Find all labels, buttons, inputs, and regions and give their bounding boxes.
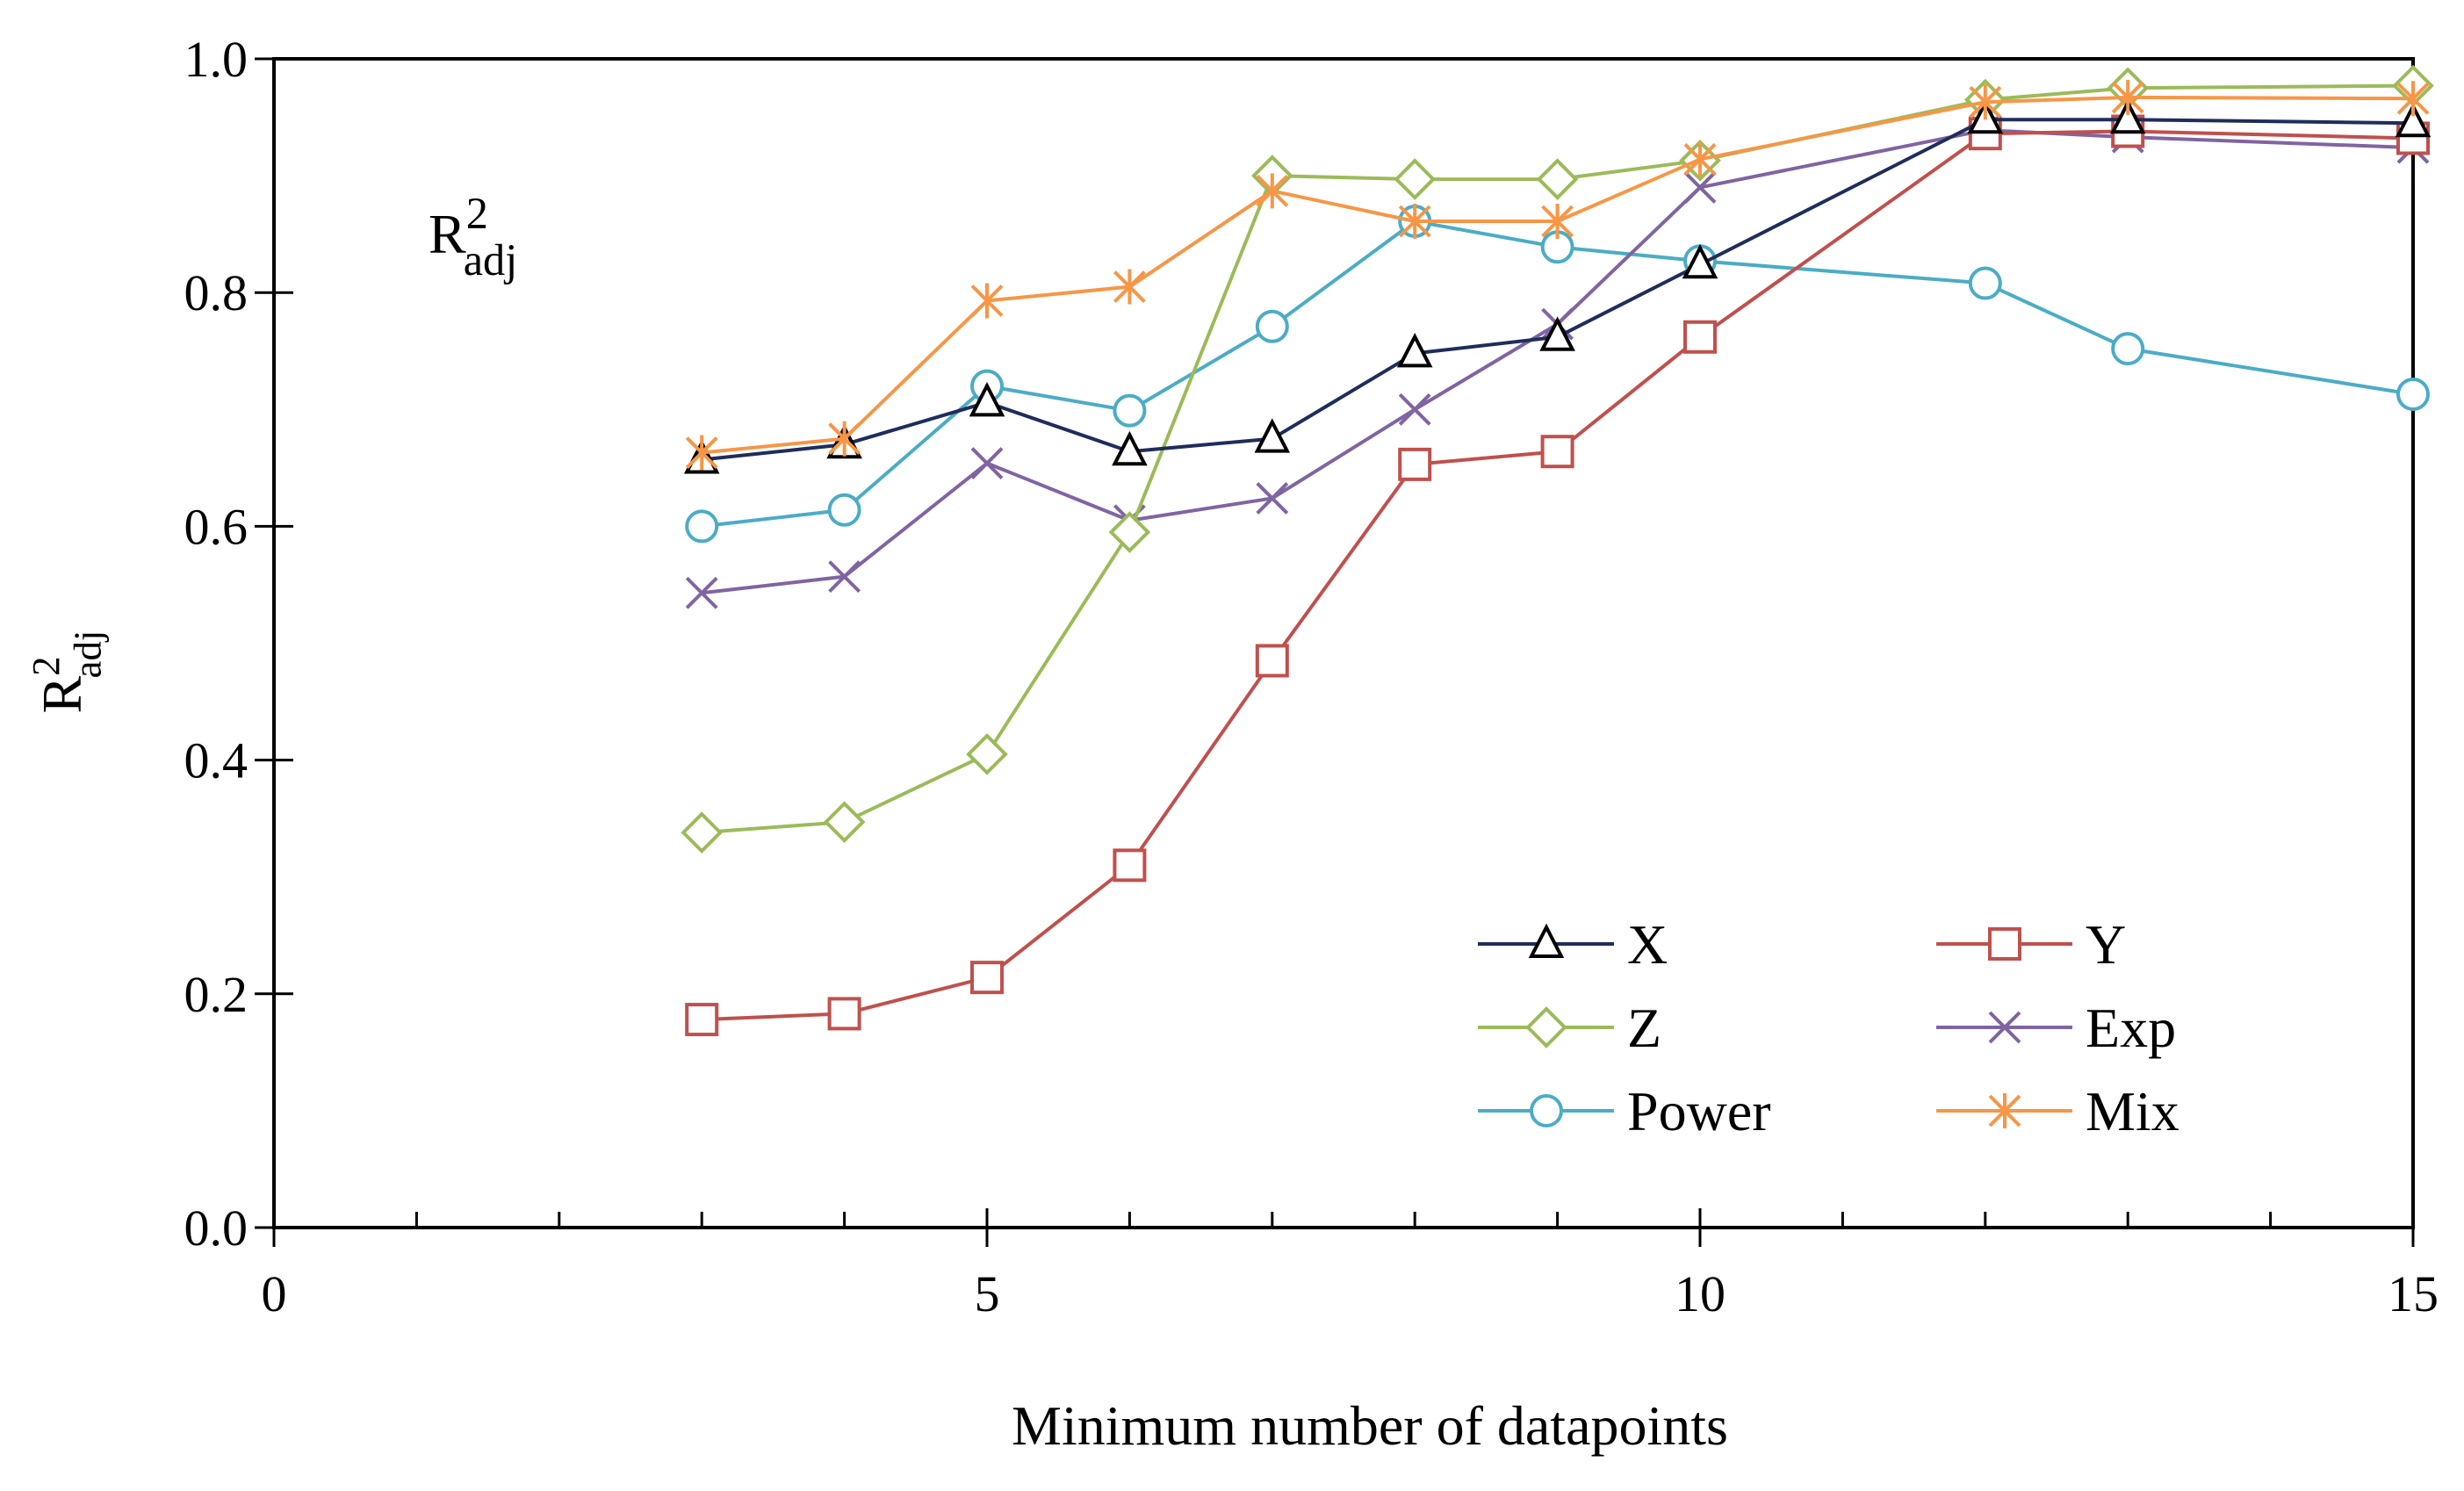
data-point-power (1255, 309, 1289, 343)
y-tick-label: 1.0 (184, 31, 249, 88)
x-tick-label: 15 (2388, 1265, 2439, 1322)
x-axis-title: Minimum number of datapoints (1012, 1394, 1728, 1457)
y-tick-label: 0.4 (184, 732, 249, 789)
data-point-mix (1113, 269, 1146, 305)
series-mix (685, 79, 2430, 471)
legend-marker (1988, 1011, 2021, 1044)
data-point-x (1682, 243, 1718, 279)
data-point-x (969, 381, 1005, 417)
data-point-mix (2396, 81, 2430, 117)
y-tick-label: 0.8 (184, 264, 249, 321)
data-point-exp (1683, 170, 1717, 204)
legend-item-exp: Exp (1936, 997, 2176, 1059)
x-tick-label: 5 (975, 1265, 1000, 1322)
legend-marker (1525, 1006, 1567, 1048)
data-point-x (1539, 316, 1575, 351)
data-point-y (1255, 644, 1289, 678)
data-point-z (966, 733, 1008, 775)
y-tick-label: 0.2 (184, 966, 249, 1023)
data-point-mix (970, 283, 1004, 319)
y-axis-title: R2adj (24, 630, 110, 714)
legend: X Y Z Exp Power Mix (1478, 913, 2179, 1142)
legend-item-mix: Mix (1936, 1080, 2179, 1142)
plot-frame (272, 57, 2415, 1229)
annotation-label: R2 adj (429, 189, 517, 285)
data-point-mix (1683, 141, 1717, 177)
legend-marker (1988, 927, 2021, 961)
data-point-y (827, 997, 861, 1031)
data-point-z (681, 811, 724, 854)
legend-item-z: Z (1478, 997, 1661, 1059)
data-point-z (1536, 158, 1579, 200)
series-power (685, 205, 2430, 544)
data-point-y (1398, 447, 1432, 481)
series-line-power (701, 220, 2414, 529)
data-point-power (1113, 393, 1147, 428)
legend-label: Z (1627, 997, 1661, 1059)
legend-label: Mix (2086, 1080, 2179, 1142)
legend-label: Exp (2086, 997, 2176, 1059)
legend-label: Y (2086, 913, 2126, 976)
data-point-x (1396, 333, 1433, 368)
data-point-power (827, 493, 861, 527)
data-point-y (685, 1003, 719, 1037)
data-point-mix (685, 435, 718, 471)
series-x (683, 98, 2432, 474)
labels: 0 5 10 15 0.0 0.2 0.4 0.6 0.8 1.0 Minimum number o… (24, 31, 2439, 1457)
data-point-power (685, 509, 719, 544)
data-point-exp (828, 560, 861, 594)
data-point-z (1394, 158, 1437, 200)
legend-marker (1530, 1094, 1563, 1127)
data-point-x (2395, 102, 2432, 138)
legend-item-power: Power (1478, 1080, 1771, 1142)
data-point-exp (970, 447, 1004, 479)
data-point-exp (1398, 393, 1431, 426)
data-point-z (823, 801, 866, 843)
data-point-mix (1256, 173, 1289, 209)
legend-marker (1988, 1093, 2021, 1128)
legend-item-y: Y (1936, 913, 2126, 976)
legend-item-x: X (1478, 913, 1668, 976)
data-point-x (1254, 418, 1291, 453)
data-point-exp (1256, 482, 1289, 515)
data-point-z (1108, 511, 1151, 553)
data-point-mix (1541, 204, 1574, 240)
data-point-mix (1969, 84, 2002, 120)
series-line-mix (702, 95, 2414, 455)
data-point-power (2111, 332, 2145, 366)
data-point-mix (2111, 79, 2144, 115)
axes (255, 57, 2415, 1247)
data-point-power (2396, 377, 2430, 411)
x-tick-label: 0 (262, 1265, 287, 1322)
legend-marker (1528, 923, 1565, 958)
data-point-mix (1398, 204, 1431, 240)
legend-label: Power (1627, 1080, 1771, 1142)
y-tick-label: 0.0 (184, 1199, 249, 1257)
data-point-y (1540, 435, 1574, 469)
data-point-mix (828, 421, 861, 457)
data-point-y (1683, 320, 1717, 354)
series-line-y (702, 129, 2414, 1022)
data-point-x (1112, 430, 1148, 466)
data-point-exp (685, 576, 718, 609)
data-point-power (1968, 266, 2002, 300)
data-point-y (1113, 848, 1147, 882)
series-layer (681, 64, 2434, 1037)
data-point-y (970, 961, 1004, 995)
data-point-x (2109, 98, 2146, 134)
legend-label: X (1627, 913, 1668, 976)
x-tick-label: 10 (1675, 1265, 1726, 1322)
y-axis-title-group: R2adj (24, 630, 110, 714)
y-tick-label: 0.6 (184, 498, 249, 555)
series-y (685, 114, 2430, 1037)
